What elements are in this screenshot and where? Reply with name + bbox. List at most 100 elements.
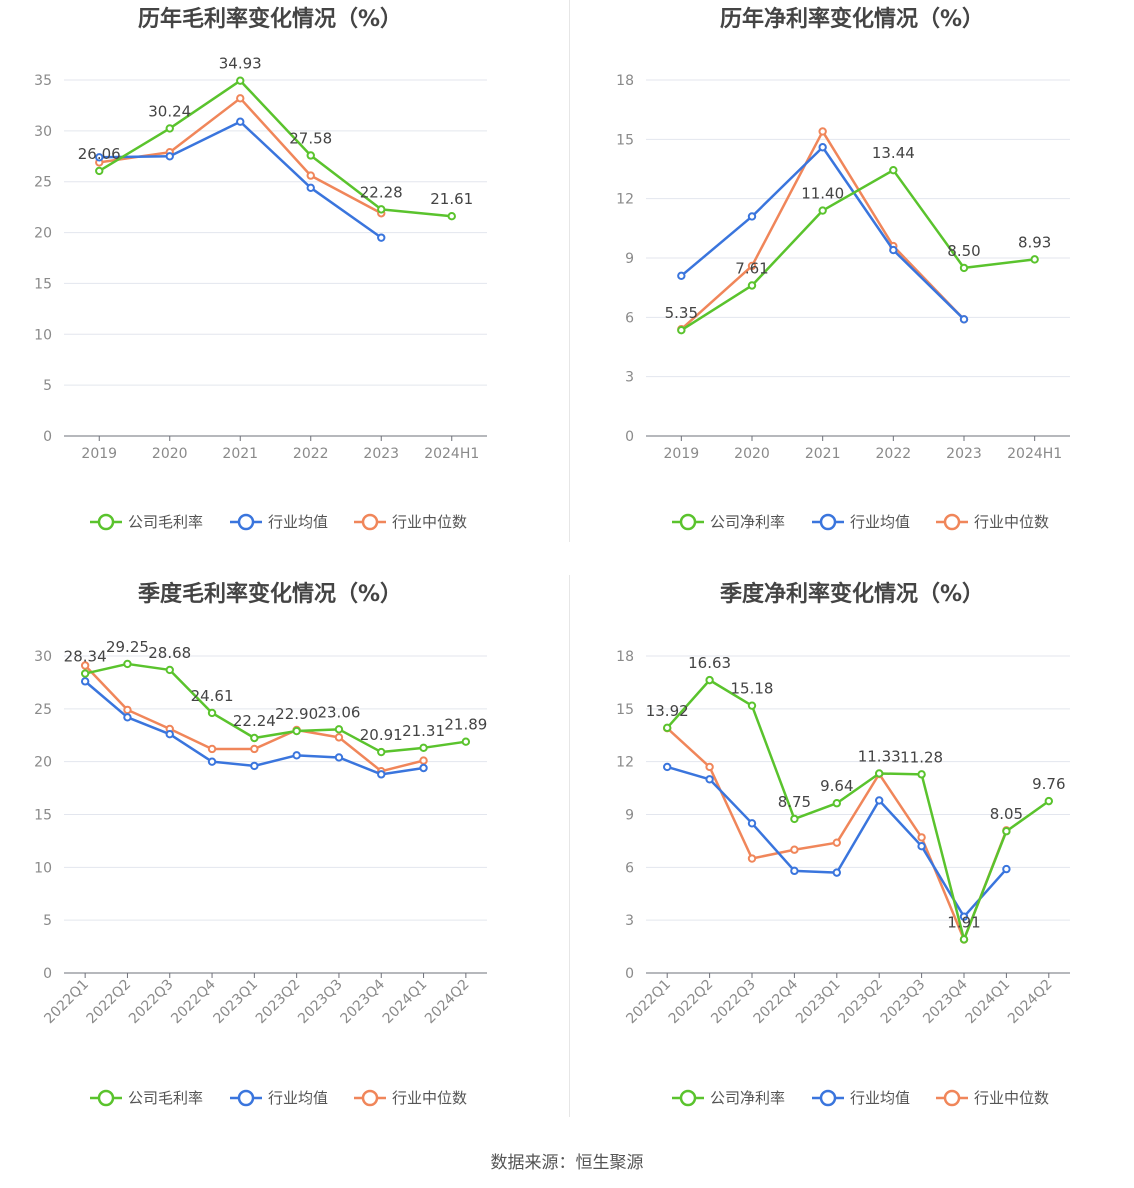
- data-point-industry_avg: [832, 868, 841, 877]
- data-label: 22.24: [233, 712, 276, 730]
- x-tick-label: 2024Q1: [963, 977, 1014, 1028]
- x-tick-label: 2022: [876, 446, 912, 462]
- legend-item-industry_median: 行业中位数: [354, 1089, 467, 1107]
- data-point-company: [747, 281, 757, 290]
- x-tick-label: 2021: [805, 446, 841, 462]
- data-point-industry_median: [250, 744, 259, 754]
- y-tick-label: 3: [625, 370, 634, 386]
- data-point-company: [95, 166, 104, 176]
- data-label: 20.91: [360, 726, 403, 744]
- data-point-industry_avg: [959, 315, 969, 324]
- legend-marker-icon: [237, 513, 255, 531]
- vertical-divider-bottom: [569, 575, 570, 1117]
- y-tick-label: 10: [34, 860, 52, 876]
- chart-title: 历年毛利率变化情况（%）: [138, 6, 402, 32]
- data-label: 11.40: [801, 185, 844, 203]
- data-point-company: [165, 665, 174, 675]
- y-tick-label: 30: [34, 649, 52, 665]
- data-label: 23.06: [317, 703, 360, 721]
- x-tick-label: 2023Q1: [211, 977, 262, 1028]
- data-label: 11.28: [900, 748, 943, 766]
- data-point-company: [80, 669, 90, 678]
- y-tick-label: 6: [625, 860, 634, 876]
- data-point-company: [832, 799, 841, 808]
- data-point-industry_avg: [165, 729, 174, 739]
- data-label: 30.24: [148, 102, 191, 120]
- data-point-industry_avg: [677, 271, 686, 280]
- x-tick-label: 2024Q2: [422, 977, 473, 1028]
- vertical-divider-top: [569, 0, 570, 542]
- data-label: 9.64: [820, 777, 853, 795]
- data-point-company: [1044, 796, 1054, 806]
- chart-panel-3: 季度毛利率变化情况（%）0510152025302022Q12022Q22022…: [34, 581, 487, 1107]
- data-label: 8.05: [990, 805, 1023, 823]
- y-tick-label: 6: [625, 310, 634, 326]
- y-tick-label: 0: [625, 966, 634, 982]
- x-tick-label: 2021: [222, 446, 258, 462]
- data-point-company: [875, 769, 884, 778]
- legend-item-industry_median: 行业中位数: [936, 513, 1049, 531]
- legend-label: 公司毛利率: [128, 513, 203, 531]
- y-tick-label: 15: [616, 132, 634, 148]
- y-tick-label: 18: [616, 73, 634, 89]
- y-tick-label: 3: [625, 913, 634, 929]
- x-tick-label: 2023Q4: [337, 976, 388, 1027]
- x-tick-label: 2023Q3: [295, 977, 346, 1028]
- data-label: 26.06: [78, 145, 121, 163]
- data-point-industry_avg: [292, 751, 301, 760]
- y-tick-label: 5: [43, 378, 52, 394]
- y-tick-label: 0: [43, 429, 52, 445]
- legend-marker-icon: [361, 513, 379, 531]
- legend-item-company: 公司毛利率: [90, 513, 203, 531]
- x-tick-label: 2023Q1: [793, 977, 844, 1028]
- chart-title: 季度净利率变化情况（%）: [720, 581, 984, 607]
- y-tick-label: 18: [616, 649, 634, 665]
- data-point-industry_avg: [663, 762, 672, 772]
- legend-item-industry_avg: 行业均值: [230, 1089, 328, 1107]
- x-tick-label: 2023: [363, 446, 399, 462]
- y-tick-label: 20: [34, 226, 52, 242]
- y-tick-label: 15: [616, 702, 634, 718]
- data-point-industry_avg: [705, 775, 714, 784]
- data-point-company: [207, 708, 217, 718]
- data-label: 28.68: [148, 644, 191, 662]
- data-point-industry_avg: [80, 677, 90, 686]
- data-point-company: [663, 723, 672, 733]
- series-line-industry_avg: [99, 120, 382, 239]
- x-tick-label: 2023Q2: [835, 977, 886, 1028]
- chart-title: 历年净利率变化情况（%）: [720, 6, 984, 32]
- x-tick-label: 2022Q3: [708, 977, 759, 1028]
- data-point-industry_avg: [377, 770, 386, 779]
- legend-marker-icon: [679, 513, 697, 531]
- legend-item-company: 公司毛利率: [90, 1089, 203, 1107]
- x-tick-label: 2022Q1: [623, 977, 674, 1028]
- data-label: 5.35: [665, 304, 698, 322]
- legend-label: 公司毛利率: [128, 1089, 203, 1107]
- legend-item-industry_avg: 行业均值: [812, 513, 910, 531]
- x-tick-label: 2024Q1: [380, 977, 431, 1028]
- legend-marker-icon: [679, 1089, 697, 1107]
- legend-marker-icon: [97, 513, 115, 531]
- data-label: 21.31: [402, 722, 445, 740]
- legend-item-industry_median: 行业中位数: [936, 1089, 1049, 1107]
- series-line-company: [84, 662, 467, 754]
- data-point-industry_median: [818, 127, 827, 136]
- x-tick-label: 2019: [81, 446, 117, 462]
- data-label: 22.90: [275, 705, 318, 723]
- x-tick-label: 2022Q3: [126, 977, 177, 1028]
- y-tick-label: 9: [625, 251, 634, 267]
- data-point-company: [165, 124, 174, 133]
- series-line-industry_median: [680, 130, 965, 331]
- data-label: 11.33: [858, 747, 901, 765]
- x-tick-label: 2024H1: [1007, 446, 1062, 462]
- data-label: 7.61: [735, 259, 768, 277]
- data-label: 1.91: [947, 913, 980, 931]
- legend-item-industry_avg: 行业均值: [812, 1089, 910, 1107]
- data-point-company: [917, 770, 926, 779]
- data-point-company: [334, 725, 344, 734]
- legend-marker-icon: [819, 513, 837, 531]
- x-tick-label: 2024H1: [424, 446, 479, 462]
- data-point-industry_avg: [747, 212, 757, 221]
- data-point-company: [747, 701, 757, 710]
- data-point-industry_avg: [165, 152, 174, 161]
